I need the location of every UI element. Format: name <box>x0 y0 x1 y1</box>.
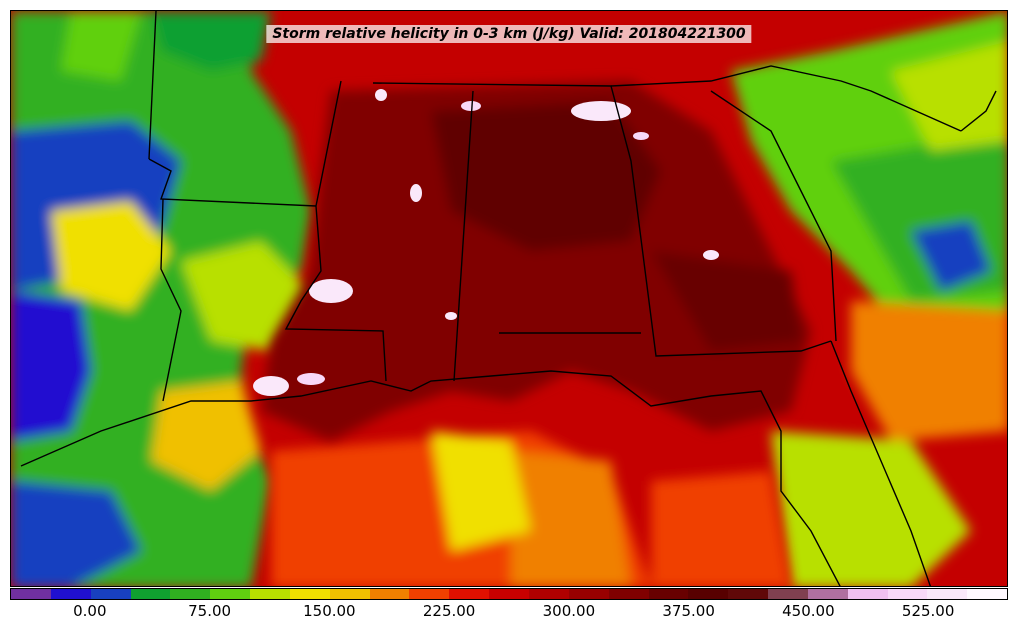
colorbar-tick-label: 300.00 <box>542 602 596 620</box>
coastline <box>960 90 997 132</box>
border-line <box>148 158 317 207</box>
border-line <box>710 90 837 342</box>
colorbar-segment <box>648 589 689 599</box>
border-line <box>148 11 157 160</box>
colorbar-tick-label: 450.00 <box>782 602 835 620</box>
colorbar-segment <box>369 589 410 599</box>
colorbar-segment <box>250 589 290 599</box>
map-panel: Storm relative helicity in 0-3 km (J/kg)… <box>10 10 1008 587</box>
colorbar-tick-label: 75.00 <box>188 602 232 620</box>
colorbar-segment <box>728 589 769 599</box>
colorbar-segment <box>90 589 131 599</box>
border-line <box>453 90 474 382</box>
colorbar-segment <box>967 589 1008 599</box>
colorbar-segment <box>289 589 330 599</box>
gulf-region <box>271 431 791 586</box>
colorbar-segment <box>807 589 848 599</box>
colorbar-segment <box>688 589 729 599</box>
colorbar-segment <box>210 589 251 599</box>
colorbar-tick-labels: 0.00 75.00 150.00 225.00 300.00 375.00 450.00 5… <box>10 602 1008 624</box>
colorbar-tick-label: 525.00 <box>901 602 955 620</box>
colorbar-segment <box>130 589 171 599</box>
colorbar-segment <box>887 589 928 599</box>
border-line <box>160 198 182 402</box>
colorbar-tick-label: 225.00 <box>422 602 476 620</box>
border-line <box>610 65 962 132</box>
colorbar-segment <box>528 589 569 599</box>
map-title: Storm relative helicity in 0-3 km (J/kg)… <box>266 25 752 43</box>
border-line <box>284 80 387 382</box>
colorbar-tick-label: 0.00 <box>73 602 107 620</box>
colorbar-segment <box>409 589 450 599</box>
helicity-map <box>11 11 1007 586</box>
colorbar-segment <box>489 589 529 599</box>
colorbar-segment <box>11 589 51 599</box>
coastline <box>20 370 841 586</box>
colorbar-segment <box>927 589 968 599</box>
western-low-helicity-region <box>11 11 311 586</box>
political-boundaries <box>20 11 997 586</box>
eastern-low-helicity-region <box>731 11 1007 586</box>
colorbar-segment <box>568 589 609 599</box>
colorbar-segment <box>170 589 211 599</box>
colorbar-segment <box>329 589 370 599</box>
colorbar-segment <box>449 589 490 599</box>
colorbar-segment <box>847 589 888 599</box>
colorbar-segment <box>608 589 649 599</box>
colorbar-segment <box>768 589 808 599</box>
colorbar-segment <box>50 589 91 599</box>
high-helicity-core <box>261 81 811 441</box>
colorbar-tick-label: 375.00 <box>662 602 715 620</box>
colorbar-tick-label: 150.00 <box>303 602 356 620</box>
coastline <box>830 340 932 586</box>
colorbar <box>10 588 1008 600</box>
border-line <box>372 82 832 357</box>
